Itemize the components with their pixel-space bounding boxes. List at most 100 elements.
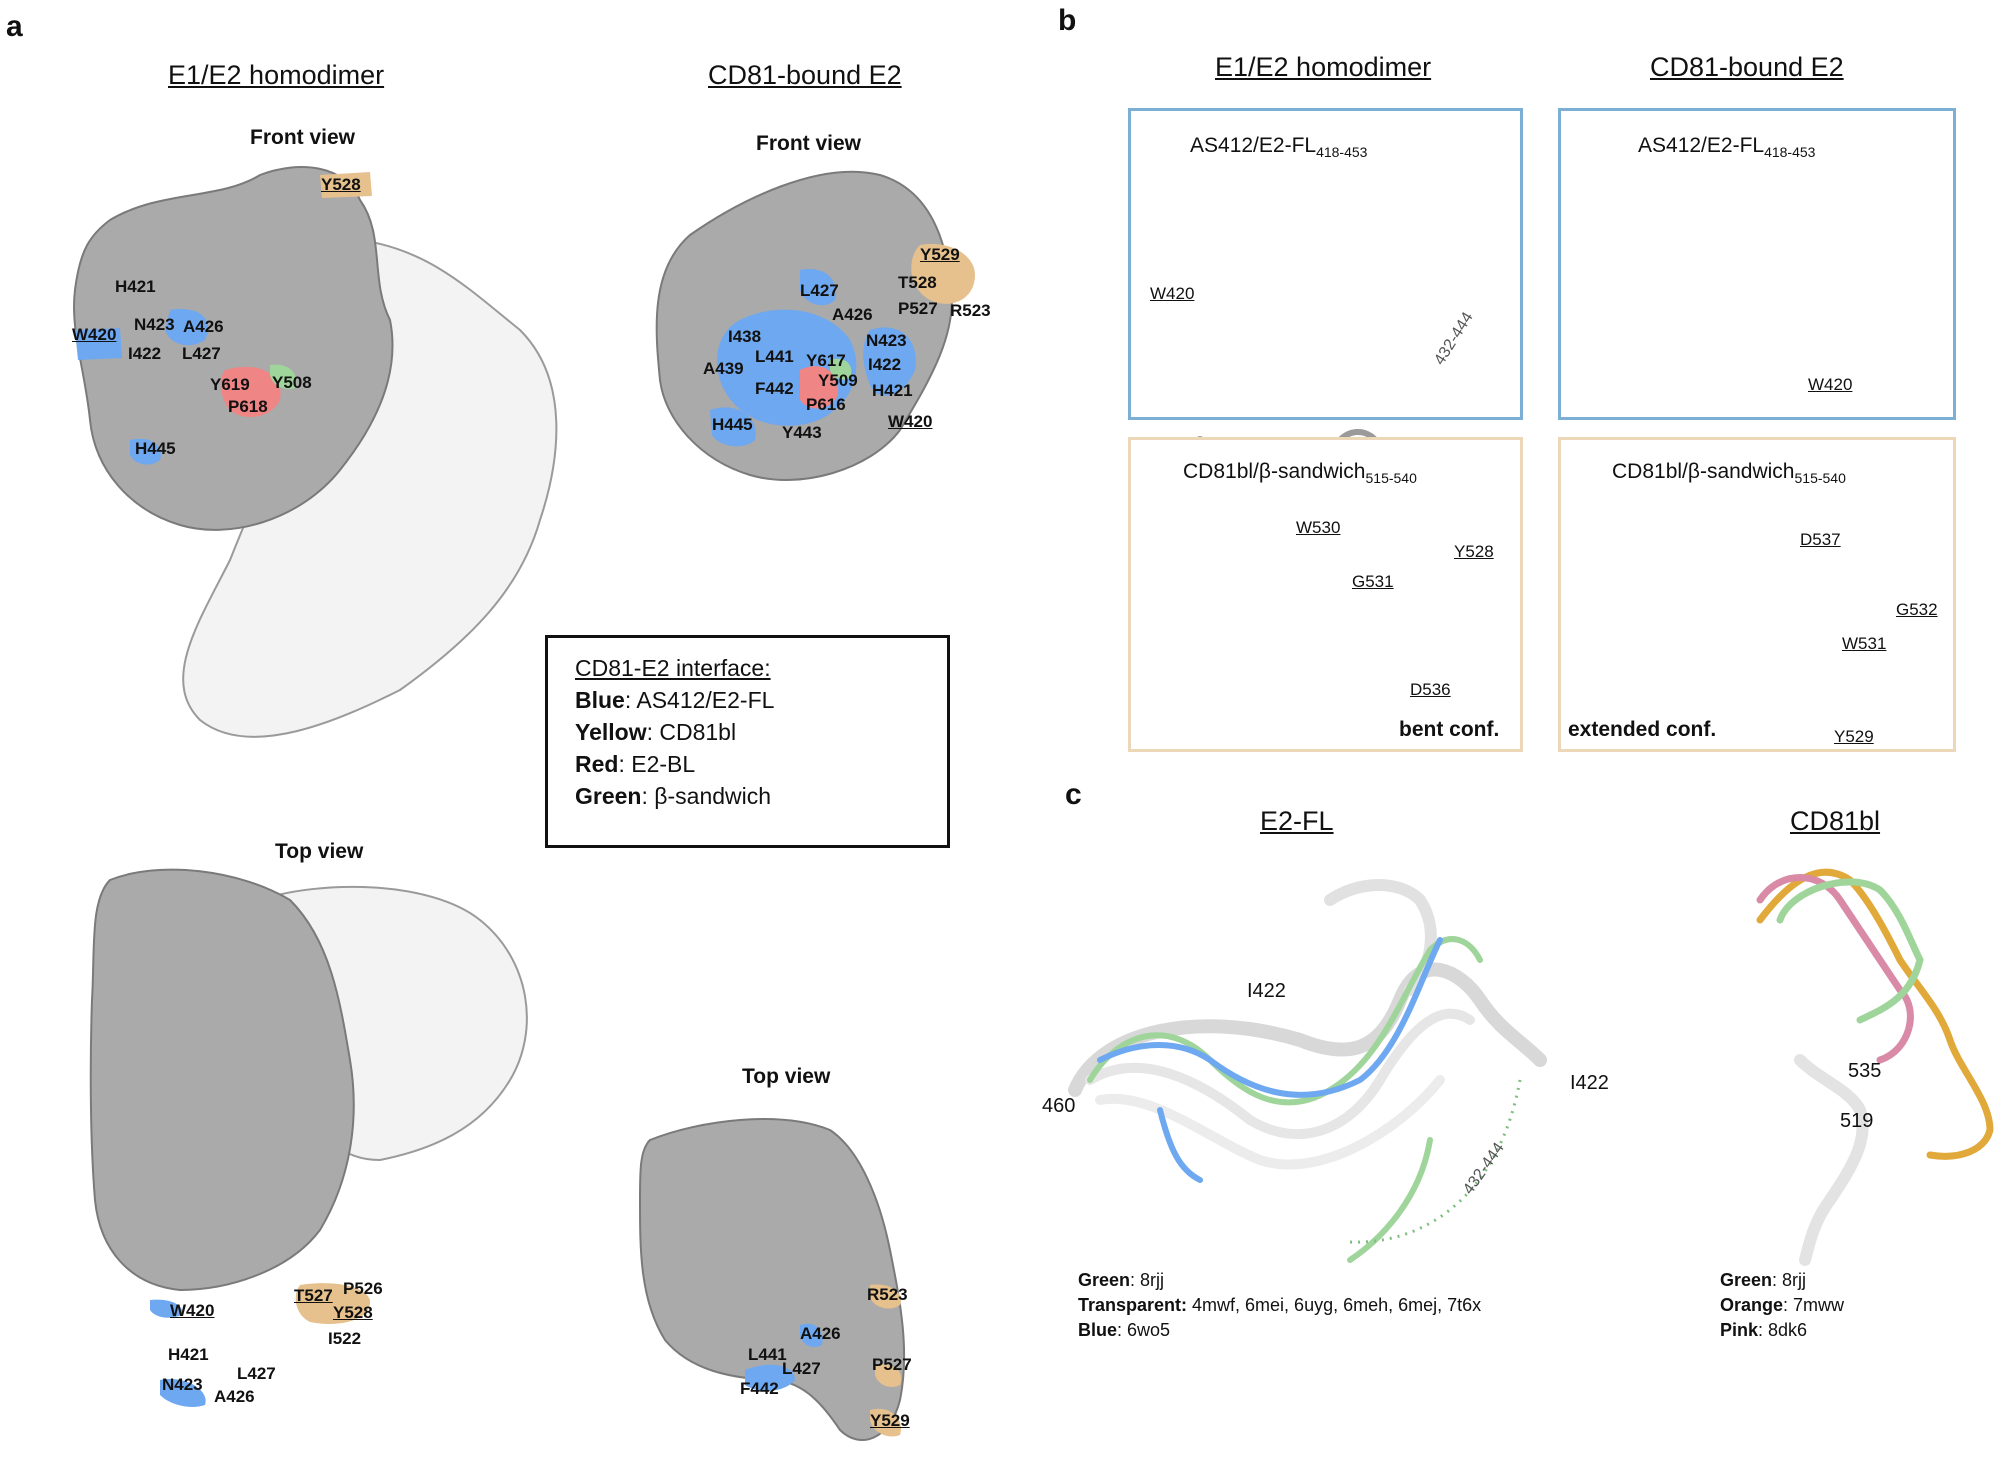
key-line: Green: 8rjj (1078, 1268, 1481, 1293)
residue-label: P527 (872, 1355, 912, 1374)
key-name: Transparent: (1078, 1295, 1188, 1315)
key-value: 4mwf, 6mei, 6uyg, 6meh, 6mej, 7t6x (1187, 1295, 1482, 1315)
box3-title-text: CD81bl/β-sandwich (1183, 460, 1366, 483)
residue-label: H421 (168, 1345, 209, 1364)
panel-c-title-cd81bl: CD81bl (1790, 806, 1881, 836)
key-value: : 8rjj (1772, 1270, 1807, 1290)
residue-label: H421 (872, 381, 913, 400)
homodimer-top-view-label: Top view (275, 840, 364, 863)
residue-label: T528 (898, 273, 937, 292)
residue-label: I438 (728, 327, 762, 346)
panel-b-letter: b (1058, 4, 1077, 37)
legend-key: Green (575, 783, 642, 809)
legend-item-red: Red: E2-BL (575, 748, 947, 780)
cd81-top-surface (639, 1118, 906, 1441)
panel-b-title-homodimer: E1/E2 homodimer (1215, 52, 1432, 82)
residue-label: P527 (898, 299, 938, 318)
residue-label: Y528 (321, 175, 361, 194)
homodimer-front-surface (73, 166, 558, 738)
residue-label: P618 (228, 397, 268, 416)
residue-label: W420 (888, 412, 933, 431)
box3-residue-label: W530 (1296, 518, 1341, 537)
box3-title-sub: 515-540 (1365, 470, 1417, 487)
residue-label: I422 (128, 344, 162, 363)
homodimer-front-view-label: Front view (250, 126, 356, 149)
key-line: Pink: 8dk6 (1720, 1318, 1844, 1343)
key-line: Blue: 6wo5 (1078, 1318, 1481, 1343)
cd81bl-residue-label: 519 (1840, 1110, 1874, 1132)
residue-label: L427 (800, 281, 839, 300)
legend-key: Blue (575, 687, 625, 713)
panel-a-title-homodimer: E1/E2 homodimer (168, 60, 385, 90)
panel-c-letter: c (1065, 778, 1082, 811)
residue-label: L427 (182, 344, 221, 363)
box4-conformation: extended conf. (1568, 718, 1717, 741)
residue-label: Y617 (806, 351, 846, 370)
e2fl-structure-key: Green: 8rjj Transparent: 4mwf, 6mei, 6uy… (1078, 1268, 1481, 1343)
box4-title-sub: 515-540 (1794, 470, 1846, 487)
residue-label: N423 (134, 315, 175, 334)
residue-label: F442 (740, 1379, 779, 1398)
key-value: : 8rjj (1130, 1270, 1165, 1290)
key-line: Green: 8rjj (1720, 1268, 1844, 1293)
residue-label: Y508 (272, 373, 312, 392)
residue-label: W420 (72, 325, 117, 344)
residue-label: Y529 (920, 245, 960, 264)
box3-conformation: bent conf. (1399, 718, 1500, 741)
legend-text: : AS412/E2-FL (624, 687, 775, 713)
panel-a-title-cd81: CD81-bound E2 (708, 60, 902, 90)
e2fl-residue-label: I422 (1247, 980, 1286, 1002)
legend-key: Red (575, 751, 619, 777)
box2-title: AS412/E2-FL418-453 (1638, 134, 1815, 160)
key-value: : 7mww (1783, 1295, 1845, 1315)
legend-item-yellow: Yellow: CD81bl (575, 716, 947, 748)
residue-label: Y509 (818, 371, 858, 390)
residue-label: H421 (115, 277, 156, 296)
box4-residue-label: G532 (1896, 600, 1938, 619)
box4-residue-label: Y529 (1834, 727, 1874, 746)
residue-label: I522 (328, 1329, 362, 1348)
cd81bl-residue-label: 535 (1848, 1060, 1882, 1082)
residue-label: N423 (162, 1375, 203, 1394)
panel-b-title-cd81: CD81-bound E2 (1650, 52, 1844, 82)
box2-title-text: AS412/E2-FL (1638, 134, 1765, 157)
legend-title: CD81-E2 interface: (575, 655, 771, 681)
cd81-top-view-label: Top view (742, 1065, 831, 1088)
residue-label: Y528 (333, 1303, 373, 1322)
box1-residue-label: W420 (1150, 284, 1195, 303)
panel-a-letter: a (6, 10, 23, 43)
residue-label: W420 (170, 1301, 215, 1320)
residue-label: H445 (712, 415, 753, 434)
residue-label: Y529 (870, 1411, 910, 1430)
legend-key: Yellow (575, 719, 647, 745)
residue-label: A426 (214, 1387, 255, 1406)
box4-title: CD81bl/β-sandwich515-540 (1612, 460, 1846, 486)
box-homodimer-as412 (1128, 108, 1523, 420)
residue-label: Y619 (210, 375, 250, 394)
key-name: Orange (1720, 1295, 1784, 1315)
box4-residue-label: W531 (1842, 634, 1887, 653)
key-name: Blue (1078, 1320, 1118, 1340)
box4-residue-label: D537 (1800, 530, 1841, 549)
box1-title: AS412/E2-FL418-453 (1190, 134, 1367, 160)
residue-label: A426 (832, 305, 873, 324)
key-name: Green (1078, 1270, 1131, 1290)
box2-title-sub: 418-453 (1764, 144, 1816, 161)
box-homodimer-cd81bl (1128, 437, 1523, 752)
residue-label: A426 (800, 1324, 841, 1343)
residue-label: A439 (703, 359, 744, 378)
cd81-front-surface (655, 170, 975, 481)
residue-label: L427 (782, 1359, 821, 1378)
interface-legend: CD81-E2 interface: Blue: AS412/E2-FL Yel… (545, 635, 950, 848)
key-value: : 8dk6 (1758, 1320, 1808, 1340)
legend-item-blue: Blue: AS412/E2-FL (575, 684, 947, 716)
cd81-front-view-label: Front view (756, 132, 862, 155)
box1-title-text: AS412/E2-FL (1190, 134, 1317, 157)
e2fl-residue-label: 460 (1042, 1095, 1076, 1117)
e2fl-residue-label: I422 (1570, 1072, 1609, 1094)
box3-title: CD81bl/β-sandwich515-540 (1183, 460, 1417, 486)
residue-label: R523 (867, 1285, 908, 1304)
cd81bl-structure-key: Green: 8rjj Orange: 7mww Pink: 8dk6 (1720, 1268, 1844, 1343)
box3-residue-label: D536 (1410, 680, 1451, 699)
